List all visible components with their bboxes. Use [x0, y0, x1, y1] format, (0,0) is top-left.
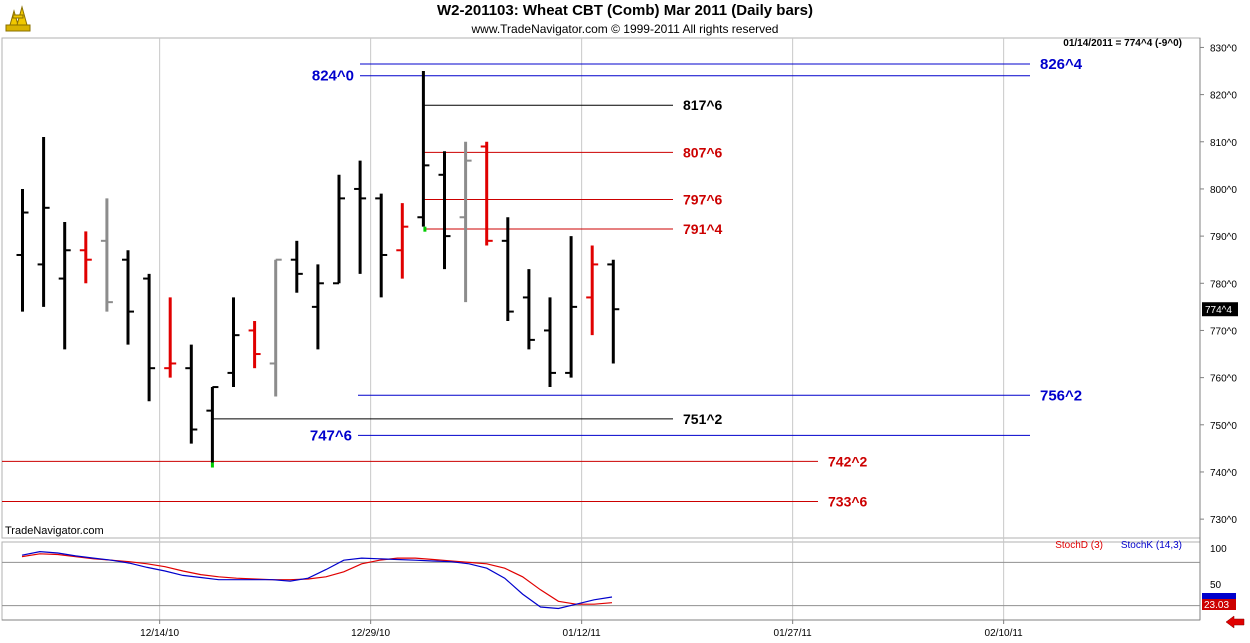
- level-label-1: 824^0: [312, 68, 354, 85]
- date-tick-label-4: 02/10/11: [985, 628, 1024, 639]
- ohlc-bar-13: [290, 240, 303, 293]
- ohlc-bar-11: [248, 321, 261, 369]
- price-panel-frame: [1, 37, 1201, 539]
- ohlc-bar-17: [375, 193, 388, 298]
- price-tick-label-7: 800^0: [1210, 185, 1237, 196]
- chart-title: W2-201103: Wheat CBT (Comb) Mar 2011 (Da…: [437, 2, 813, 19]
- ohlc-bar-19: [417, 71, 430, 227]
- ohlc-bar-16: [354, 160, 367, 274]
- copyright-text: www.TradeNavigator.com © 1999-2011 All r…: [471, 22, 779, 36]
- date-tick-label-1: 12/29/10: [351, 628, 390, 639]
- level-label-0: 826^4: [1040, 56, 1083, 73]
- stoch-tick-label-1: 50: [1210, 580, 1222, 591]
- price-bars: [16, 71, 620, 468]
- level-label-5: 791^4: [683, 221, 723, 237]
- price-tick-label-8: 810^0: [1210, 138, 1237, 149]
- date-tick-label-0: 12/14/10: [140, 628, 179, 639]
- ohlc-bar-28: [607, 259, 620, 364]
- price-tick-label-10: 830^0: [1210, 43, 1237, 54]
- stochastic-panel: 100 50 StochD (3) StochK (14,3) 23.03: [2, 540, 1236, 611]
- ohlc-bar-4: [100, 198, 113, 312]
- stoch-panel-frame: [1, 541, 1201, 621]
- stoch-tick-label-0: 100: [1210, 544, 1227, 555]
- ohlc-bar-24: [522, 269, 535, 350]
- ohlc-bar-9: [206, 386, 219, 463]
- last-bar-readout: 01/14/2011 = 774^4 (-9^0): [1063, 38, 1182, 49]
- stoch-d-box: [1202, 599, 1236, 610]
- green-marker-1: [423, 226, 427, 232]
- level-label-8: 747^6: [310, 427, 352, 444]
- ohlc-bar-7: [164, 297, 177, 378]
- ohlc-bar-8: [185, 344, 198, 444]
- price-tick-label-9: 820^0: [1210, 91, 1237, 102]
- date-axis: 12/14/10 12/29/10 01/12/11 01/27/11 02/10/11: [2, 619, 1200, 639]
- price-tick-label-2: 750^0: [1210, 421, 1237, 432]
- stoch-legend-d: StochD (3): [1055, 540, 1103, 551]
- price-tick-label-3: 760^0: [1210, 374, 1237, 385]
- scroll-arrow-icon[interactable]: [1225, 615, 1245, 629]
- watermark-text: TradeNavigator.com: [5, 525, 104, 537]
- ohlc-bar-23: [501, 217, 514, 322]
- ohlc-bar-12: [269, 258, 282, 397]
- stoch-series-0: [21, 553, 613, 605]
- price-tick-label-0: 730^0: [1210, 515, 1237, 526]
- ohlc-bar-2: [58, 221, 71, 350]
- ohlc-bar-20: [438, 151, 451, 270]
- price-tick-label-5: 780^0: [1210, 279, 1237, 290]
- ohlc-bar-27: [586, 245, 599, 336]
- ohlc-bar-6: [143, 273, 156, 402]
- price-tick-label-6: 790^0: [1210, 232, 1237, 243]
- level-label-10: 733^6: [828, 493, 868, 509]
- ohlc-bar-18: [396, 203, 409, 279]
- price-axis: 730^0 740^0 750^0 760^0 770^0 780^0 790^0 800^0…: [1200, 43, 1238, 526]
- stoch-legend-k: StochK (14,3): [1121, 540, 1182, 551]
- support-resistance-levels: 826^4 824^0 817^6 807^6 797^6 791^4 756^2 751^2…: [2, 56, 1083, 509]
- trade-navigator-logo: [4, 3, 32, 33]
- date-gridlines: [1, 37, 1201, 621]
- ohlc-bar-5: [122, 250, 134, 345]
- price-tick-label-1: 740^0: [1210, 468, 1237, 479]
- ohlc-bar-15: [333, 174, 345, 285]
- level-label-9: 742^2: [828, 453, 868, 469]
- date-tick-label-2: 01/12/11: [563, 628, 602, 639]
- level-label-7: 751^2: [683, 411, 723, 427]
- ohlc-bar-0: [16, 188, 29, 312]
- last-price-label: 774^4: [1205, 305, 1232, 316]
- ohlc-bar-1: [37, 137, 50, 307]
- level-label-3: 807^6: [683, 144, 723, 160]
- ohlc-bar-3: [79, 231, 92, 284]
- level-label-6: 756^2: [1040, 387, 1082, 404]
- ohlc-bar-21: [459, 141, 472, 303]
- stoch-k-box: [1202, 593, 1236, 603]
- ohlc-bar-22: [480, 141, 493, 246]
- ohlc-bar-10: [227, 297, 240, 388]
- stoch-series-1: [21, 550, 613, 610]
- ohlc-bar-26: [565, 236, 578, 378]
- level-label-2: 817^6: [683, 97, 723, 113]
- stoch-last-value: 23.03: [1204, 600, 1229, 611]
- last-price-box: [1202, 302, 1238, 317]
- level-label-4: 797^6: [683, 192, 723, 208]
- ohlc-bar-14: [311, 264, 324, 350]
- green-marker-0: [210, 462, 214, 468]
- ohlc-bar-25: [544, 297, 556, 388]
- date-tick-label-3: 01/27/11: [774, 628, 813, 639]
- price-tick-label-4: 770^0: [1210, 326, 1237, 337]
